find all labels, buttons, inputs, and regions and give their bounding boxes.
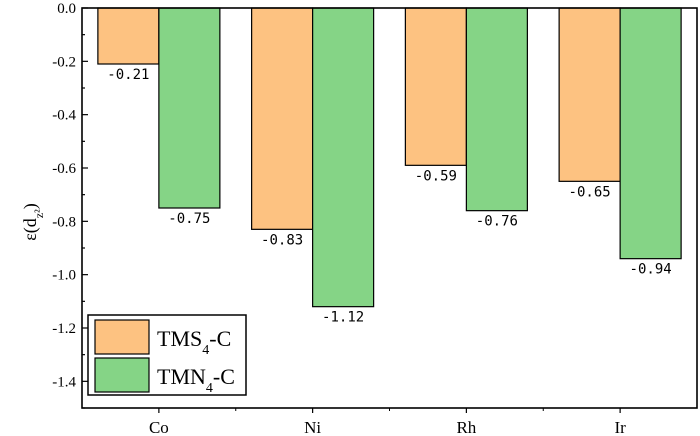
bar-co-tms4c: [97, 7, 160, 65]
bar-ni-tms4c: [251, 7, 314, 230]
data-label-co-tms4c: -0.21: [107, 67, 149, 83]
y-tick-label: -0.2: [52, 54, 76, 70]
data-label-rh-tms4c: -0.59: [415, 168, 457, 184]
plot-frame: [81, 7, 698, 409]
bar-rh-tmn4c: [465, 7, 528, 212]
data-label-ir-tmn4c: -0.94: [630, 262, 672, 278]
y-tick-label: -0.6: [52, 161, 76, 177]
bar-co-tmn4c: [158, 7, 221, 209]
data-label-ir-tms4c: -0.65: [569, 184, 611, 200]
y-axis-label: ε(dz²): [20, 203, 46, 241]
data-label-rh-tmn4c: -0.76: [476, 214, 518, 230]
bar-ir-tmn4c: [619, 7, 682, 260]
legend-swatch-tms4c: [94, 319, 150, 355]
data-label-ni-tmn4c: -1.12: [322, 310, 364, 326]
x-tick-label-co: Co: [149, 418, 169, 436]
data-labels-layer: -0.21 -0.75 -0.83 -1.12 -0.59 -0.76 -0.65 -0.94: [107, 67, 671, 326]
y-tick-label: -0.8: [52, 214, 76, 230]
bars-layer: [97, 7, 682, 308]
legend-label-tmn4c: TMN4-C: [157, 364, 235, 396]
legend-swatch-tmn4c: [94, 357, 150, 393]
data-label-co-tmn4c: -0.75: [168, 211, 210, 227]
y-tick-label: -1.0: [52, 268, 76, 284]
y-tick-label: -1.4: [52, 374, 76, 390]
y-tick-label: 0.0: [57, 1, 76, 17]
legend: TMS4-C TMN4-C: [87, 314, 247, 396]
axes-layer: Co Ni Rh Ir 0.0 -0.2 -0.4 -0.6 -0.8 -1.0 -1.2 -1.4: [52, 1, 698, 436]
y-tick-label: -1.2: [52, 321, 76, 337]
y-tick-label: -0.4: [52, 108, 76, 124]
bar-rh-tms4c: [404, 7, 467, 166]
x-tick-label-ir: Ir: [614, 418, 626, 436]
x-tick-label-ni: Ni: [304, 418, 321, 436]
bar-ir-tms4c: [558, 7, 621, 182]
bar-ni-tmn4c: [312, 7, 375, 308]
x-tick-label-rh: Rh: [456, 418, 476, 436]
legend-label-tms4c: TMS4-C: [157, 326, 231, 358]
data-label-ni-tms4c: -0.83: [261, 232, 303, 248]
